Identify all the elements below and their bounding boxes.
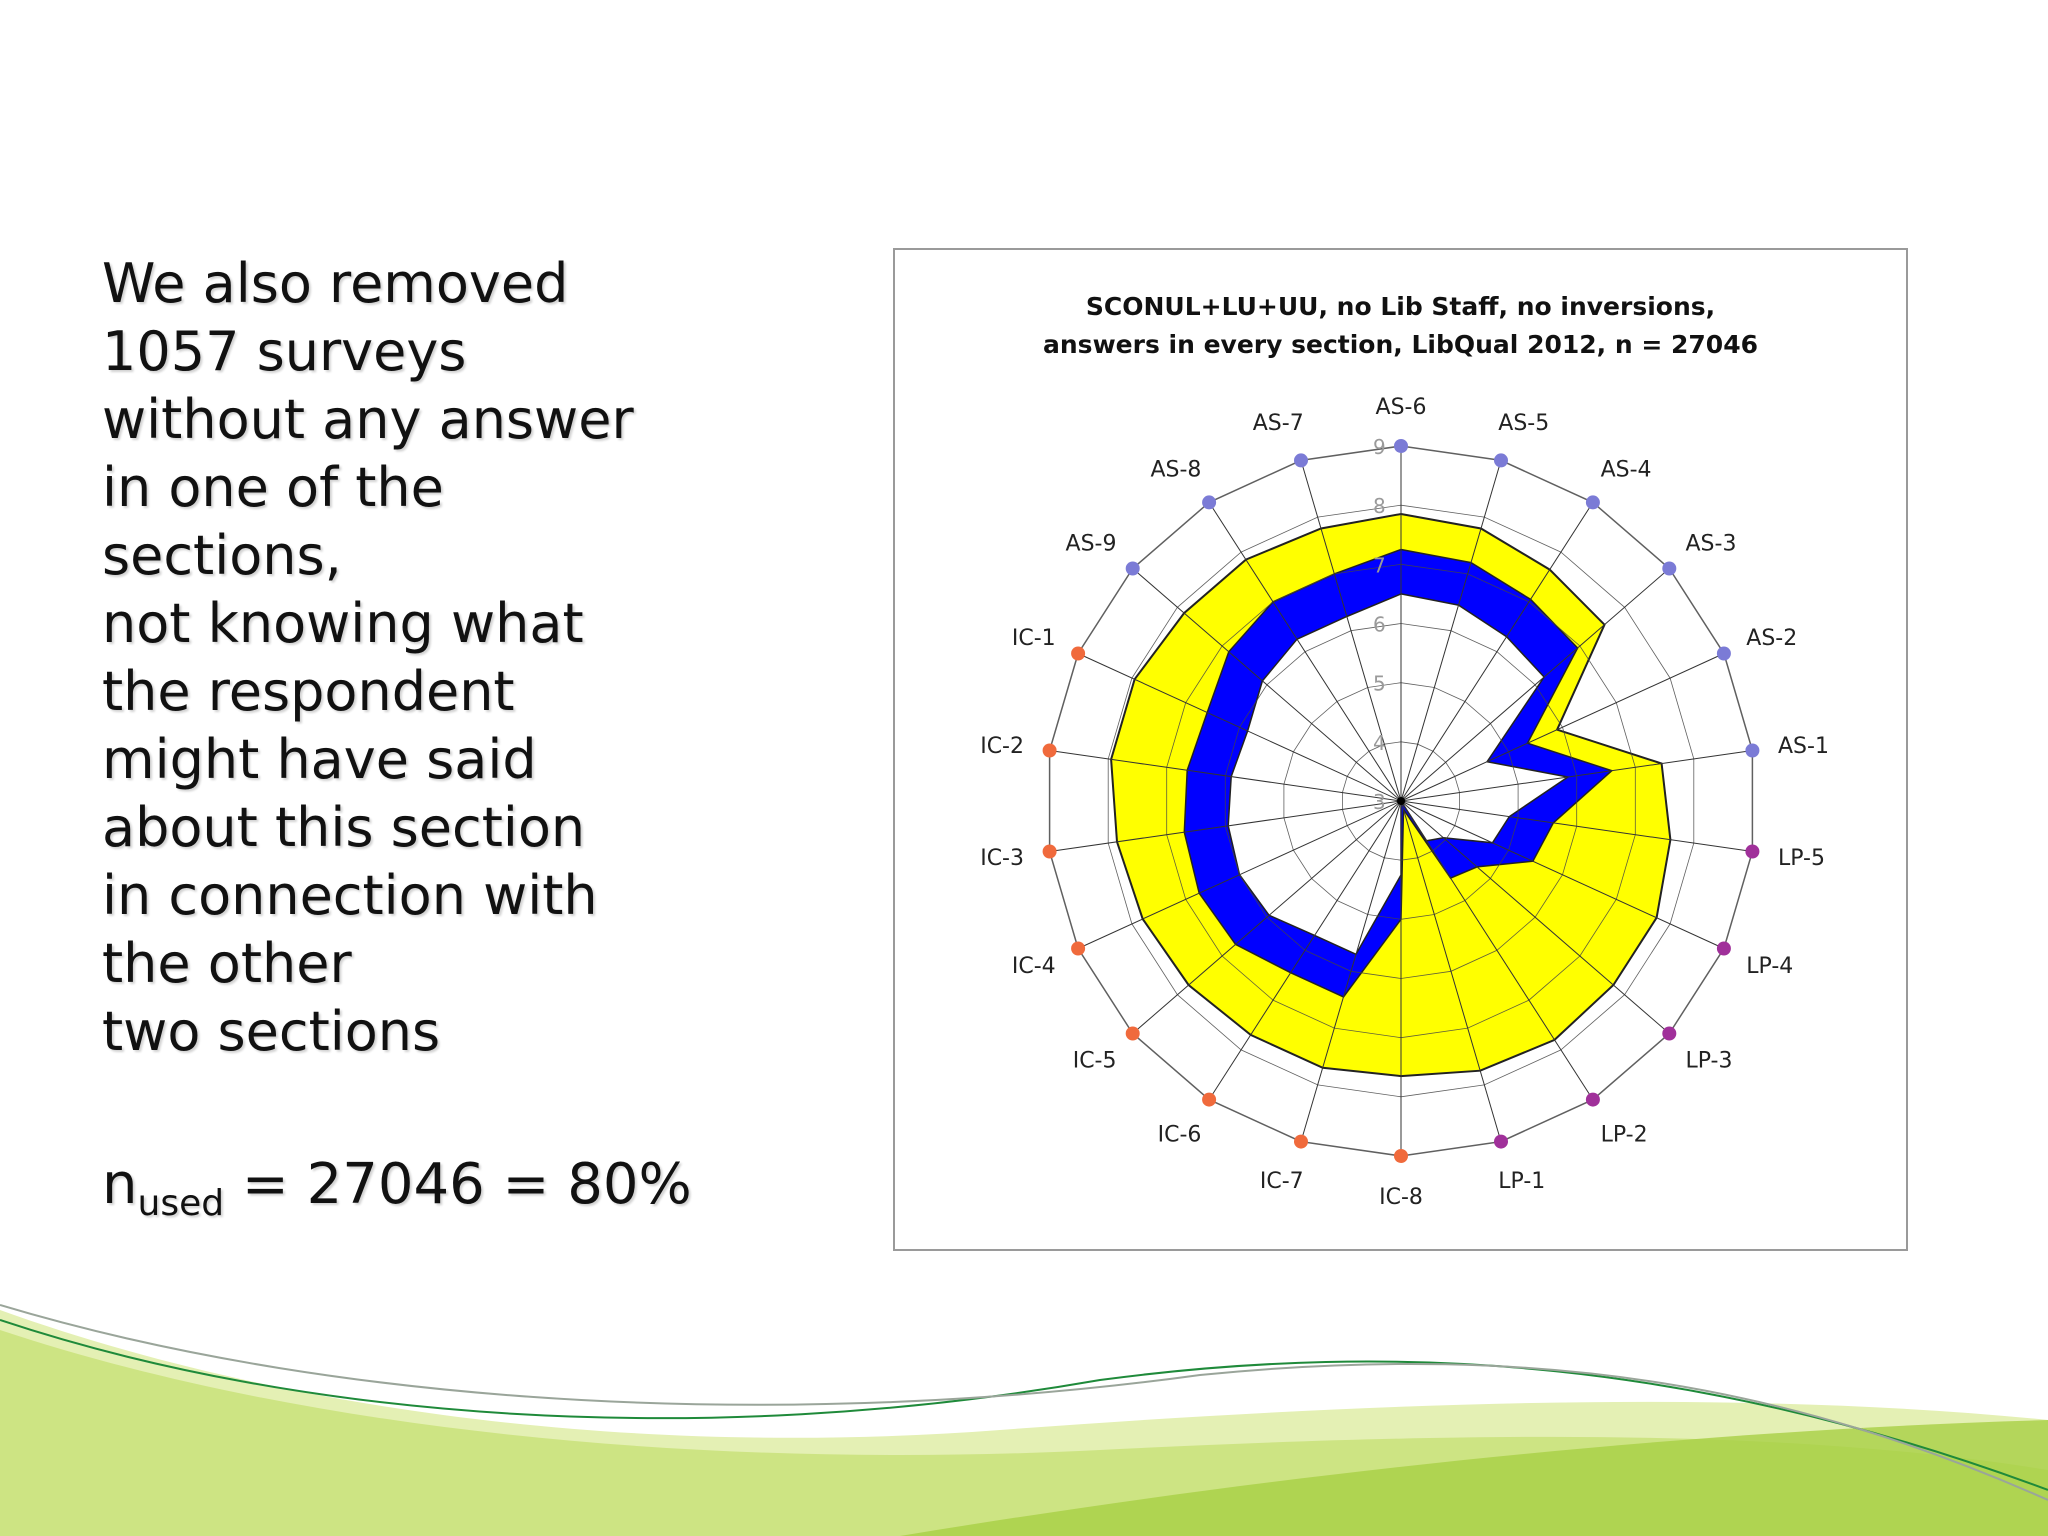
radial-tick-label: 4 bbox=[1373, 731, 1386, 755]
body-text-line: two sections bbox=[102, 1000, 441, 1063]
radar-spoke bbox=[1400, 800, 1594, 1100]
axis-marker-ic-8 bbox=[1394, 1149, 1408, 1163]
body-text-line: the respondent bbox=[102, 660, 515, 723]
radial-tick-label: 8 bbox=[1373, 494, 1386, 518]
axis-marker-as-9 bbox=[1125, 561, 1140, 576]
axis-label-ic-7: IC-7 bbox=[1260, 1169, 1304, 1194]
wave-dark-fill bbox=[900, 1420, 2048, 1536]
radar-spoke bbox=[1208, 800, 1402, 1100]
radar-chart-frame: SCONUL+LU+UU, no Lib Staff, no inversion… bbox=[893, 248, 1908, 1251]
wave-line-grey bbox=[0, 1304, 2048, 1501]
body-text-line: not knowing what bbox=[102, 592, 584, 655]
axis-marker-as-4 bbox=[1585, 495, 1600, 510]
chart-title: SCONUL+LU+UU, no Lib Staff, no inversion… bbox=[895, 288, 1906, 364]
axis-label-ic-6: IC-6 bbox=[1158, 1122, 1202, 1147]
axis-marker-as-1 bbox=[1745, 743, 1760, 758]
radar-spoke bbox=[1049, 800, 1402, 852]
axis-marker-as-5 bbox=[1494, 453, 1508, 468]
axis-label-as-4: AS-4 bbox=[1601, 458, 1652, 483]
radar-spoke bbox=[1400, 502, 1594, 802]
radar-spoke bbox=[1132, 568, 1402, 802]
axis-label-as-9: AS-9 bbox=[1066, 531, 1117, 556]
n-used-base: n bbox=[102, 1152, 138, 1217]
axis-label-ic-2: IC-2 bbox=[980, 734, 1024, 759]
axis-marker-ic-3 bbox=[1042, 844, 1057, 859]
axis-marker-as-6 bbox=[1394, 439, 1408, 453]
axis-label-lp-1: LP-1 bbox=[1498, 1169, 1545, 1194]
wave-line-green bbox=[0, 1319, 2048, 1491]
radar-center bbox=[1397, 797, 1405, 805]
radial-tick-label: 3 bbox=[1373, 790, 1386, 814]
body-text-line: 1057 surveys bbox=[102, 320, 467, 383]
body-text-line: in one of the bbox=[102, 456, 444, 519]
axis-label-as-5: AS-5 bbox=[1498, 411, 1549, 436]
axis-label-as-7: AS-7 bbox=[1253, 411, 1304, 436]
radar-spoke bbox=[1400, 800, 1502, 1142]
radial-tick-label: 7 bbox=[1373, 553, 1386, 577]
radial-tick-label: 9 bbox=[1373, 435, 1386, 459]
radar-spoke bbox=[1208, 502, 1402, 802]
n-used-value: = 27046 = 80% bbox=[224, 1152, 692, 1217]
axis-marker-as-7 bbox=[1294, 453, 1308, 468]
body-text-line: without any answer bbox=[102, 388, 634, 451]
body-text-line: about this section bbox=[102, 796, 586, 859]
axis-marker-as-3 bbox=[1662, 561, 1677, 576]
chart-title-line-1: SCONUL+LU+UU, no Lib Staff, no inversion… bbox=[1085, 292, 1716, 321]
axis-label-ic-5: IC-5 bbox=[1073, 1049, 1117, 1074]
radial-tick-label: 6 bbox=[1373, 613, 1386, 637]
body-text-line: We also removed bbox=[102, 252, 569, 315]
chart-title-line-2: answers in every section, LibQual 2012, … bbox=[1043, 330, 1758, 359]
axis-marker-ic-5 bbox=[1125, 1026, 1140, 1041]
radar-spoke bbox=[1400, 800, 1725, 949]
axis-label-as-1: AS-1 bbox=[1778, 734, 1829, 759]
axis-marker-ic-1 bbox=[1071, 646, 1086, 661]
axis-label-ic-3: IC-3 bbox=[980, 846, 1024, 871]
radar-spoke bbox=[1300, 460, 1402, 802]
body-text-line: the other bbox=[102, 932, 352, 995]
axis-label-as-6: AS-6 bbox=[1376, 395, 1427, 420]
radar-spoke bbox=[1077, 653, 1402, 802]
axis-marker-lp-4 bbox=[1716, 941, 1731, 956]
axis-label-ic-1: IC-1 bbox=[1012, 626, 1056, 651]
radar-spoke bbox=[1049, 750, 1402, 802]
radar-spoke bbox=[1132, 800, 1402, 1034]
axis-marker-ic-2 bbox=[1042, 743, 1057, 758]
radar-spoke bbox=[1400, 653, 1725, 802]
background-wave-decoration bbox=[0, 1304, 2048, 1536]
radar-spoke bbox=[1077, 800, 1402, 949]
radar-spoke bbox=[1400, 460, 1502, 802]
body-text-line: sections, bbox=[102, 524, 342, 587]
axis-marker-ic-6 bbox=[1202, 1092, 1217, 1107]
axis-label-as-8: AS-8 bbox=[1150, 458, 1201, 483]
axis-marker-ic-4 bbox=[1071, 941, 1086, 956]
axis-marker-as-2 bbox=[1716, 646, 1731, 661]
axis-marker-lp-3 bbox=[1662, 1026, 1677, 1041]
axis-label-lp-2: LP-2 bbox=[1601, 1122, 1648, 1147]
radar-chart: 3 4 5 6 7 8 9 AS-6 AS-5 AS-4 AS-3 AS-2 AS-1 LP-5 LP-4 L… bbox=[980, 395, 1829, 1210]
radial-tick-label: 5 bbox=[1373, 672, 1386, 696]
axis-marker-lp-5 bbox=[1745, 844, 1760, 859]
axis-label-ic-4: IC-4 bbox=[1012, 954, 1056, 979]
axis-label-ic-8: IC-8 bbox=[1379, 1185, 1423, 1210]
radar-spoke bbox=[1300, 800, 1402, 1142]
radar-spoke bbox=[1400, 800, 1753, 852]
n-used-statement: nused = 27046 = 80% bbox=[102, 1152, 692, 1224]
body-text-line: in connection with bbox=[102, 864, 598, 927]
radar-spoke bbox=[1400, 750, 1753, 802]
axis-marker-as-8 bbox=[1202, 495, 1217, 510]
axis-label-as-2: AS-2 bbox=[1746, 626, 1797, 651]
radar-spoke bbox=[1400, 800, 1670, 1034]
axis-label-as-3: AS-3 bbox=[1686, 531, 1737, 556]
axis-marker-lp-2 bbox=[1585, 1092, 1600, 1107]
axis-marker-lp-1 bbox=[1494, 1134, 1508, 1149]
body-text-line: might have said bbox=[102, 728, 537, 791]
axis-label-lp-3: LP-3 bbox=[1686, 1049, 1733, 1074]
n-used-subscript: used bbox=[137, 1183, 225, 1224]
slide-body-text: We also removed 1057 surveys without any a… bbox=[102, 250, 742, 1066]
axis-marker-ic-7 bbox=[1294, 1134, 1308, 1149]
axis-label-lp-5: LP-5 bbox=[1778, 846, 1825, 871]
radar-spoke bbox=[1400, 568, 1670, 802]
axis-label-lp-4: LP-4 bbox=[1746, 954, 1793, 979]
